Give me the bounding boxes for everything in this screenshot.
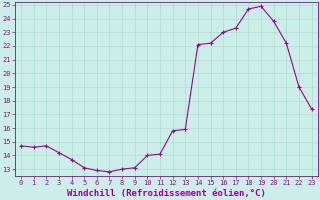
X-axis label: Windchill (Refroidissement éolien,°C): Windchill (Refroidissement éolien,°C)	[67, 189, 266, 198]
